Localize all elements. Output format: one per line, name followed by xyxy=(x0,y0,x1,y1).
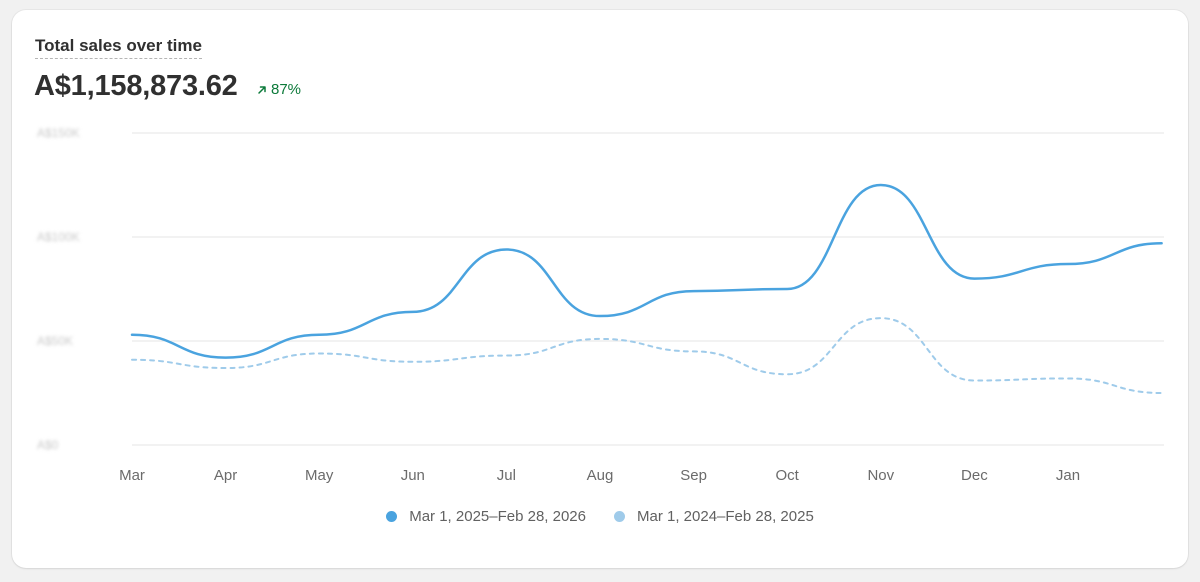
x-tick-label: Oct xyxy=(776,467,800,484)
sales-chart-card: Total sales over time A$1,158,873.62 87% xyxy=(12,10,1188,568)
grid-layer xyxy=(132,132,1164,446)
legend-item-current[interactable]: Mar 1, 2025–Feb 28, 2026 xyxy=(386,508,586,525)
change-badge: 87% xyxy=(257,81,301,98)
x-tick-label: Jun xyxy=(401,467,425,484)
y-tick-label: A$50K xyxy=(37,334,73,348)
x-tick-label: May xyxy=(305,467,334,484)
x-tick-label: Jan xyxy=(1056,467,1080,484)
x-tick-label: Aug xyxy=(587,467,614,484)
series-line-previous[interactable] xyxy=(131,317,1163,394)
x-tick-label: Apr xyxy=(214,467,237,484)
arrow-up-right-icon xyxy=(258,85,266,94)
series-layer[interactable] xyxy=(130,183,1163,394)
y-tick-label: A$0 xyxy=(37,438,59,452)
legend-current-dot xyxy=(386,511,398,522)
legend-previous-label: Mar 1, 2024–Feb 28, 2025 xyxy=(637,508,814,525)
x-tick-label: Sep xyxy=(680,467,707,484)
legend-item-previous[interactable]: Mar 1, 2024–Feb 28, 2025 xyxy=(614,508,814,525)
x-axis: Mar Apr May Jun Jul Aug Sep Oct Nov Dec Jan xyxy=(119,467,1080,484)
legend: Mar 1, 2025–Feb 28, 2026 Mar 1, 2024–Feb… xyxy=(0,508,1200,525)
legend-previous-dot xyxy=(614,511,625,522)
x-tick-label: Mar xyxy=(119,467,145,484)
y-axis: A$0 A$50K A$100K A$150K xyxy=(37,126,80,452)
legend-current-label: Mar 1, 2025–Feb 28, 2026 xyxy=(409,508,586,525)
chart-title[interactable]: Total sales over time xyxy=(35,36,202,59)
x-tick-label: Dec xyxy=(961,467,988,484)
y-tick-label: A$150K xyxy=(37,126,80,140)
change-percent: 87% xyxy=(271,81,302,98)
x-tick-label: Jul xyxy=(497,467,516,484)
y-tick-label: A$100K xyxy=(37,230,80,244)
total-sales-value: A$1,158,873.62 xyxy=(34,70,238,102)
x-tick-label: Nov xyxy=(867,467,894,484)
series-line-current[interactable] xyxy=(130,183,1163,359)
